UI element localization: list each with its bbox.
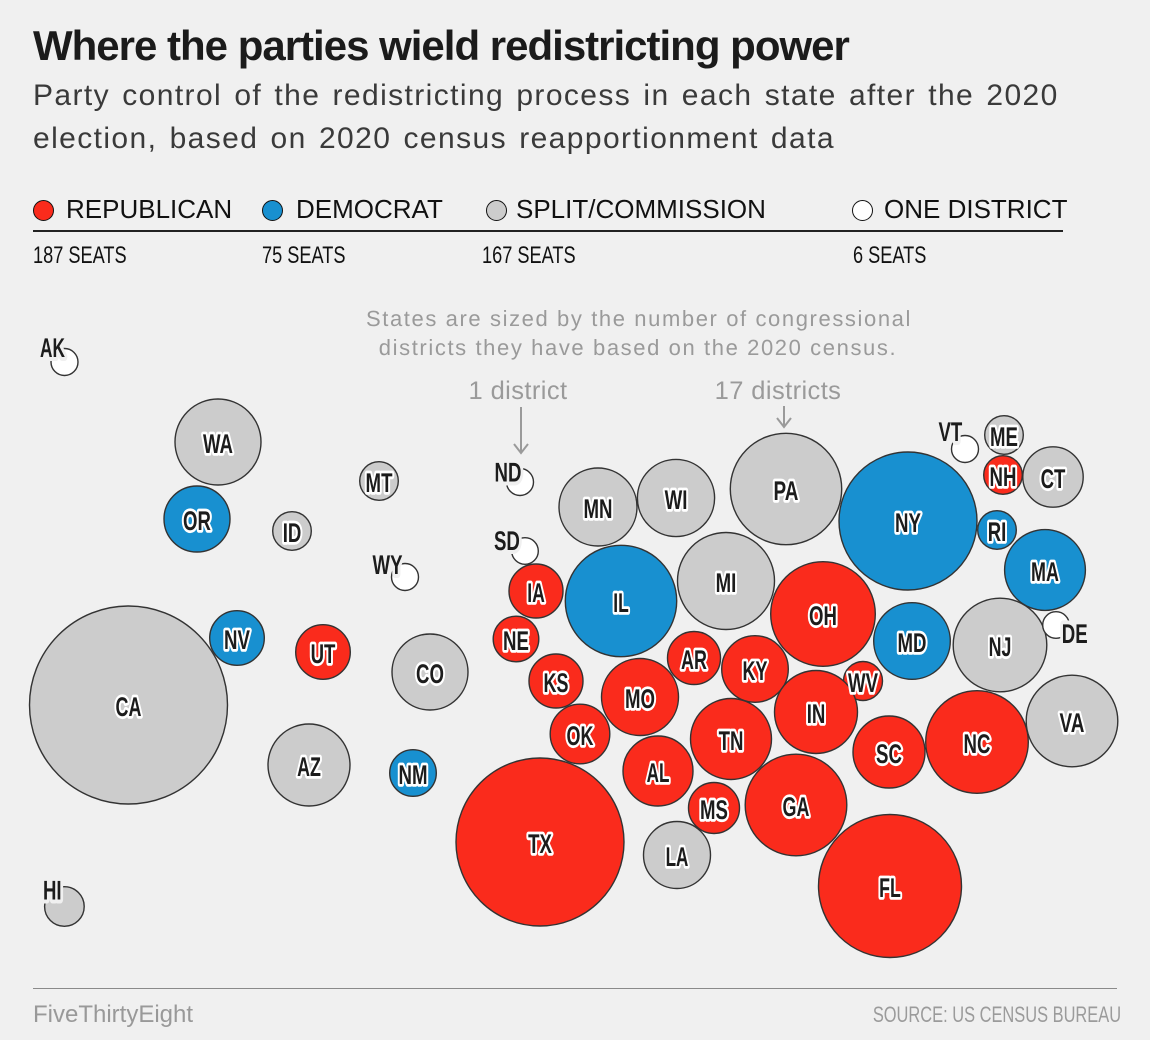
svg-text:TN: TN	[719, 726, 744, 756]
svg-text:AL: AL	[647, 758, 670, 788]
svg-text:FL: FL	[879, 873, 901, 903]
svg-text:OH: OH	[809, 601, 837, 631]
svg-text:UT: UT	[311, 639, 336, 669]
svg-text:WV: WV	[848, 668, 878, 698]
svg-text:1 district: 1 district	[469, 377, 568, 405]
svg-text:NV: NV	[224, 625, 250, 655]
svg-text:IL: IL	[613, 588, 629, 618]
svg-text:VT: VT	[939, 417, 963, 447]
svg-text:ME: ME	[990, 422, 1018, 452]
svg-text:NJ: NJ	[989, 632, 1012, 662]
svg-text:MO: MO	[625, 684, 655, 714]
svg-text:IN: IN	[807, 699, 826, 729]
svg-text:SC: SC	[876, 739, 902, 769]
svg-text:ID: ID	[283, 518, 302, 548]
svg-text:AR: AR	[681, 645, 707, 675]
svg-text:MT: MT	[366, 468, 393, 498]
svg-text:districts they have based on t: districts they have based on the 2020 ce…	[379, 335, 897, 360]
svg-text:IA: IA	[527, 578, 545, 608]
svg-text:KY: KY	[743, 656, 768, 686]
svg-text:SD: SD	[494, 526, 520, 556]
svg-text:MS: MS	[700, 795, 728, 825]
svg-text:WY: WY	[373, 550, 403, 580]
svg-text:NE: NE	[503, 626, 529, 656]
svg-text:CT: CT	[1041, 464, 1066, 494]
svg-text:NY: NY	[895, 508, 921, 538]
svg-text:OR: OR	[183, 506, 211, 536]
svg-text:TX: TX	[528, 829, 552, 859]
svg-text:NC: NC	[964, 729, 991, 759]
svg-text:AZ: AZ	[297, 752, 321, 782]
svg-text:PA: PA	[774, 476, 799, 506]
svg-text:States are sized by the number: States are sized by the number of congre…	[366, 306, 912, 331]
svg-text:17 districts: 17 districts	[715, 377, 842, 405]
svg-text:MD: MD	[898, 628, 927, 658]
svg-text:MA: MA	[1031, 557, 1059, 587]
svg-text:AK: AK	[40, 333, 65, 363]
svg-text:GA: GA	[783, 792, 810, 822]
svg-text:DE: DE	[1062, 619, 1088, 649]
svg-text:HI: HI	[43, 876, 62, 906]
svg-text:OK: OK	[567, 721, 594, 751]
svg-text:MI: MI	[716, 568, 737, 598]
svg-text:WA: WA	[203, 429, 233, 459]
svg-text:KS: KS	[544, 668, 569, 698]
svg-text:CA: CA	[116, 692, 142, 722]
svg-text:LA: LA	[666, 842, 689, 872]
svg-text:VA: VA	[1060, 708, 1085, 738]
svg-text:CO: CO	[416, 659, 444, 689]
svg-text:RI: RI	[988, 517, 1007, 547]
svg-text:ND: ND	[495, 458, 522, 488]
svg-text:WI: WI	[665, 485, 688, 515]
svg-text:NH: NH	[990, 462, 1017, 492]
svg-text:NM: NM	[399, 760, 428, 790]
svg-text:MN: MN	[584, 494, 613, 524]
